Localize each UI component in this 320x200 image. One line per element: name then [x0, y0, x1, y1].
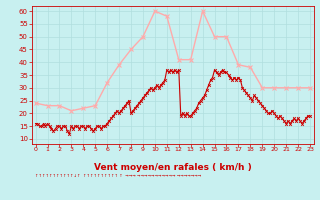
Text: ↑↑↑↑↑↑↑↑↑↑↑↓↑  ↑↑↑↑↑↑↑↑↑↑ ↑  →→→ →→→→→→→→→→→ →→→→→→→: ↑↑↑↑↑↑↑↑↑↑↑↓↑ ↑↑↑↑↑↑↑↑↑↑ ↑ →→→ →→→→→→→→→… — [35, 174, 201, 178]
X-axis label: Vent moyen/en rafales ( km/h ): Vent moyen/en rafales ( km/h ) — [94, 163, 252, 172]
